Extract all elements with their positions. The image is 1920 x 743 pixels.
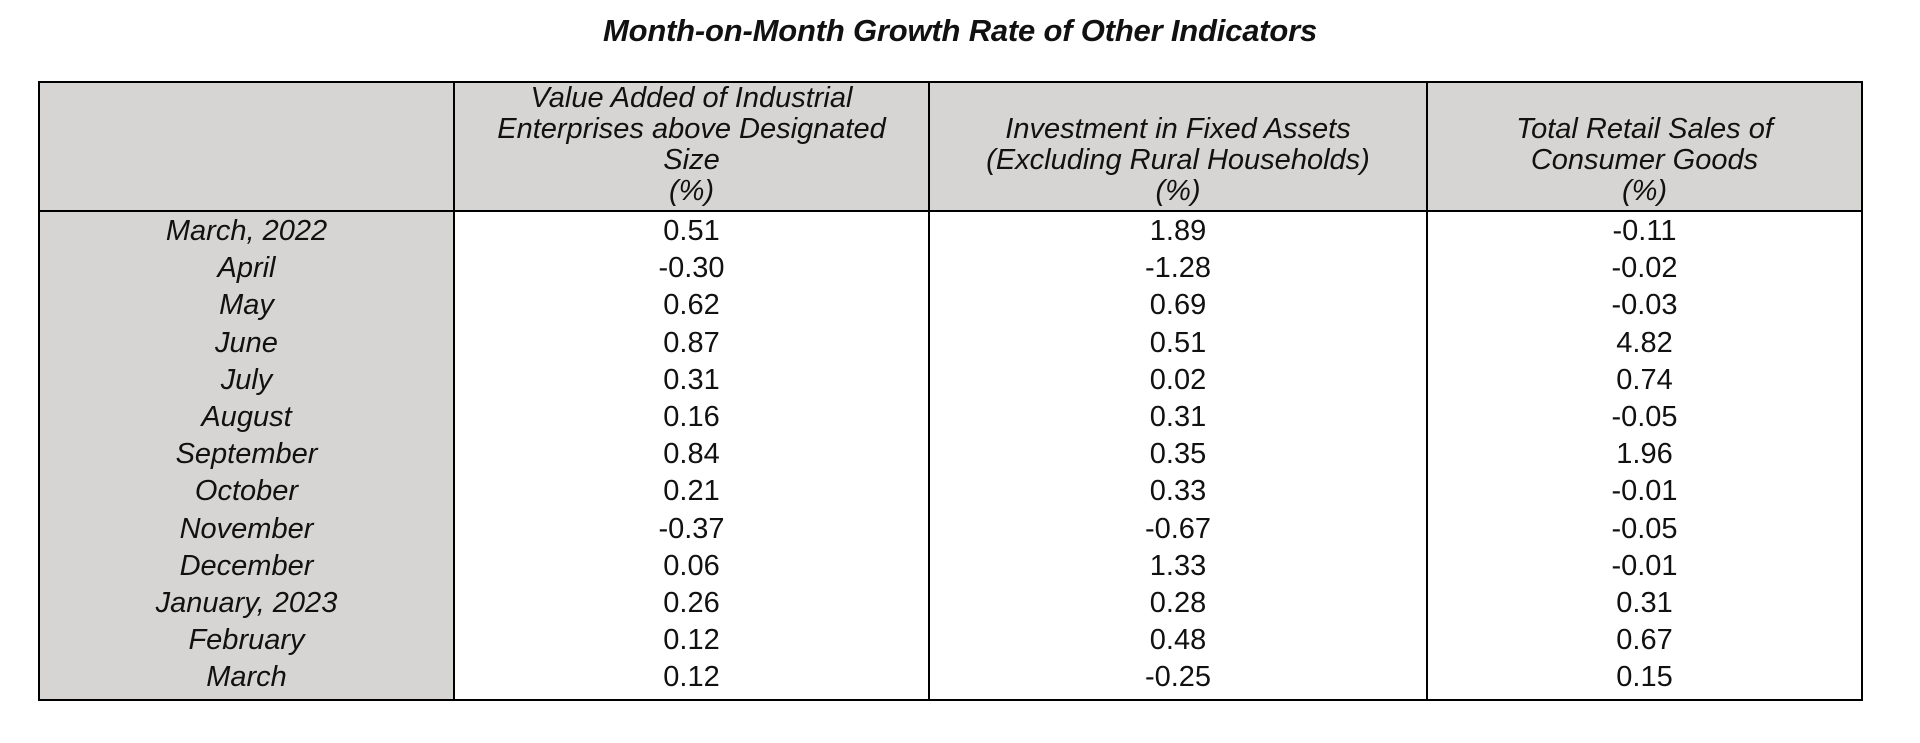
row-label: March xyxy=(206,661,287,694)
fixed-assets-investment-cell: 0.02 xyxy=(1149,363,1207,396)
industrial-value-added-cell: 0.87 xyxy=(663,326,720,359)
header-industrial-value-added-text: Value Added of Industrial Enterprises ab… xyxy=(497,82,886,207)
fixed-assets-investment-cell: 0.69 xyxy=(1149,289,1207,322)
row-label: April xyxy=(217,252,276,285)
fixed-assets-investment-cell: 1.33 xyxy=(1149,549,1207,582)
retail-sales-cell: -0.02 xyxy=(1611,252,1678,285)
row-label: September xyxy=(175,438,318,471)
retail-sales-cell: 0.67 xyxy=(1616,624,1673,657)
fixed-assets-investment-cell: 0.28 xyxy=(1149,586,1207,619)
growth-rate-table: Value Added of Industrial Enterprises ab… xyxy=(38,81,1863,701)
retail-sales-cell: 0.31 xyxy=(1616,586,1673,619)
retail-sales-cell: -0.05 xyxy=(1611,400,1678,433)
table-title: Month-on-Month Growth Rate of Other Indi… xyxy=(602,13,1318,48)
header-fixed-assets-investment-text: Investment in Fixed Assets (Excluding Ru… xyxy=(986,113,1370,207)
row-label-column: March, 2022 April May June July August Septemb… xyxy=(40,212,453,699)
industrial-value-added-cell: -0.30 xyxy=(658,252,725,285)
industrial-value-added-cell: 0.31 xyxy=(663,363,720,396)
retail-sales-cell: -0.11 xyxy=(1612,215,1677,247)
industrial-value-added-cell: 0.51 xyxy=(663,215,720,247)
industrial-value-added-cell: 0.21 xyxy=(663,475,720,508)
row-label: May xyxy=(219,289,274,322)
retail-sales-cell: -0.03 xyxy=(1611,289,1678,322)
row-label: December xyxy=(179,549,314,582)
retail-sales-cell: 1.96 xyxy=(1616,438,1673,471)
industrial-value-added-cell: 0.12 xyxy=(663,661,720,694)
fixed-assets-investment-column: 1.89 -1.28 0.69 0.51 0.02 0.31 0.35 0.33 -0.67 1.… xyxy=(928,212,1426,699)
row-label: October xyxy=(194,475,299,508)
fixed-assets-investment-cell: 0.33 xyxy=(1149,475,1207,508)
retail-sales-cell: 0.15 xyxy=(1616,661,1673,694)
row-label: June xyxy=(215,326,278,359)
row-label: July xyxy=(220,363,273,396)
fixed-assets-investment-cell: -1.28 xyxy=(1144,252,1212,285)
row-label: November xyxy=(179,512,314,545)
retail-sales-cell: -0.05 xyxy=(1611,512,1678,545)
row-label: February xyxy=(188,624,305,657)
industrial-value-added-cell: 0.84 xyxy=(663,438,720,471)
retail-sales-cell: 0.74 xyxy=(1616,363,1673,396)
fixed-assets-investment-cell: -0.25 xyxy=(1144,661,1212,694)
row-label: January, 2023 xyxy=(155,586,338,619)
fixed-assets-investment-cell: 0.31 xyxy=(1149,400,1207,433)
header-industrial-value-added: Value Added of Industrial Enterprises ab… xyxy=(453,83,928,212)
fixed-assets-investment-cell: 0.51 xyxy=(1149,326,1207,359)
row-label: March, 2022 xyxy=(165,215,328,247)
industrial-value-added-cell: 0.06 xyxy=(663,549,720,582)
header-fixed-assets-investment: Investment in Fixed Assets (Excluding Ru… xyxy=(928,83,1426,212)
header-retail-sales: Total Retail Sales of Consumer Goods (%) xyxy=(1426,83,1861,212)
fixed-assets-investment-cell: 1.89 xyxy=(1149,215,1207,247)
industrial-value-added-cell: 0.62 xyxy=(663,289,720,322)
header-corner-cell xyxy=(40,83,453,212)
retail-sales-cell: 4.82 xyxy=(1616,326,1673,359)
row-label: August xyxy=(201,400,292,433)
retail-sales-column: -0.11 -0.02 -0.03 4.82 0.74 -0.05 1.96 -0.01 -0.… xyxy=(1426,212,1861,699)
header-retail-sales-text: Total Retail Sales of Consumer Goods (%) xyxy=(1516,113,1773,207)
fixed-assets-investment-cell: 0.48 xyxy=(1149,624,1207,657)
fixed-assets-investment-cell: 0.35 xyxy=(1149,438,1207,471)
industrial-value-added-cell: 0.12 xyxy=(663,624,720,657)
retail-sales-cell: -0.01 xyxy=(1611,549,1678,582)
industrial-value-added-cell: -0.37 xyxy=(658,512,725,545)
industrial-value-added-cell: 0.26 xyxy=(663,586,720,619)
industrial-value-added-cell: 0.16 xyxy=(663,400,720,433)
fixed-assets-investment-cell: -0.67 xyxy=(1144,512,1212,545)
retail-sales-cell: -0.01 xyxy=(1611,475,1678,508)
industrial-value-added-column: 0.51 -0.30 0.62 0.87 0.31 0.16 0.84 0.21 -0.37 0.… xyxy=(453,212,928,699)
